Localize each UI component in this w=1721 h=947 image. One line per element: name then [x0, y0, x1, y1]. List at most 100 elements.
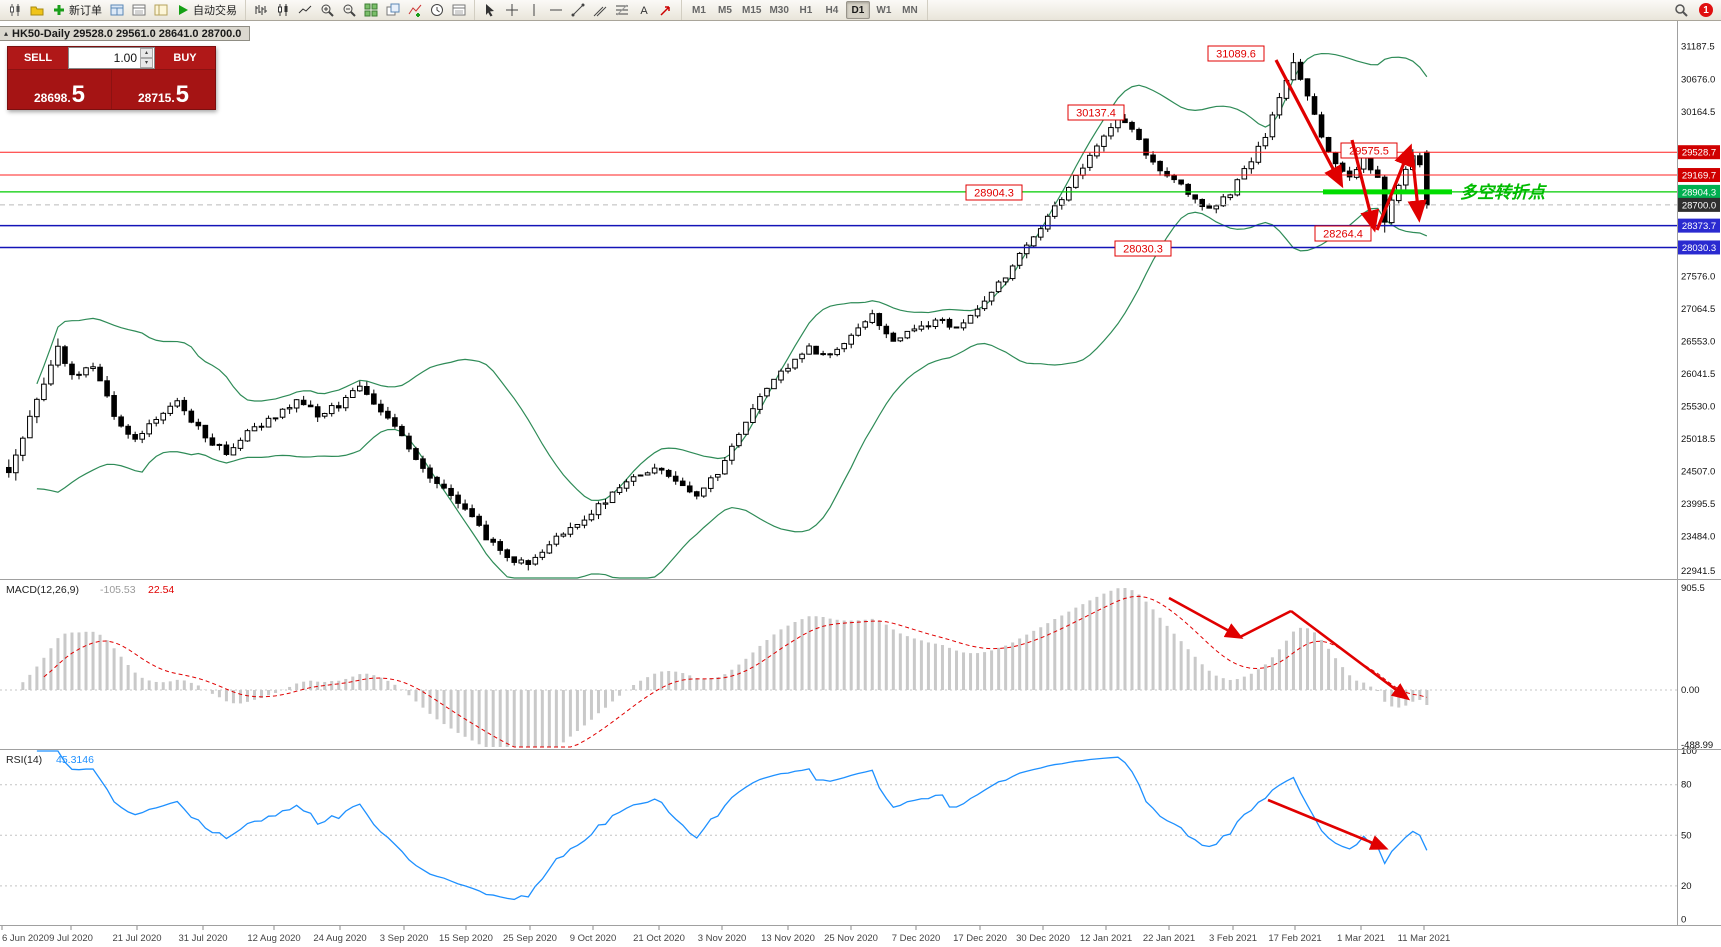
plus-green-icon [52, 3, 66, 17]
magnifier-icon [1674, 3, 1688, 17]
data-window-button[interactable] [129, 1, 149, 19]
templates-button[interactable] [449, 1, 469, 19]
candlestick-chart-button[interactable] [273, 1, 293, 19]
svg-text:100: 100 [1681, 746, 1697, 757]
indicators-icon [408, 3, 422, 17]
timeframe-d1[interactable]: D1 [845, 1, 870, 19]
indicator-grid-lines [0, 689, 1677, 887]
vline-icon [527, 3, 541, 17]
crosshair-icon [505, 3, 519, 17]
svg-text:22 Jan 2021: 22 Jan 2021 [1143, 933, 1195, 944]
svg-text:28904.3: 28904.3 [974, 188, 1014, 200]
fibonacci-button[interactable] [612, 1, 632, 19]
svg-text:15 Sep 2020: 15 Sep 2020 [439, 933, 493, 944]
turning-point-label: 多空转折点 [1460, 183, 1548, 202]
rsi-value: 45.3146 [56, 754, 94, 766]
file-group: 新订单 自动交易 [0, 0, 246, 20]
toolbar: 新订单 自动交易 A M1 M5 M15 M30 H1 H4 D1 W1 MN 1 [0, 0, 1721, 21]
line-icon [298, 3, 312, 17]
bars-icon [254, 3, 268, 17]
buy-price[interactable]: 28715. 5 [111, 70, 215, 109]
auto-scroll-button[interactable] [383, 1, 403, 19]
trendline-button[interactable] [568, 1, 588, 19]
vertical-line-button[interactable] [524, 1, 544, 19]
svg-text:-488.99: -488.99 [1681, 740, 1713, 751]
svg-text:28373.7: 28373.7 [1682, 221, 1716, 232]
chart-icon: ▴ [4, 29, 9, 38]
volume-input[interactable]: 1.00 ▴ ▾ [68, 47, 155, 69]
svg-text:29575.5: 29575.5 [1349, 146, 1389, 158]
timeframe-m15[interactable]: M15 [742, 4, 762, 16]
svg-text:905.5: 905.5 [1681, 583, 1705, 594]
svg-text:7 Dec 2020: 7 Dec 2020 [892, 933, 941, 944]
one-click-trading-widget[interactable]: SELL 1.00 ▴ ▾ BUY 28698. 5 28715. 5 [7, 46, 216, 110]
arrows-button[interactable] [656, 1, 676, 19]
svg-text:30137.4: 30137.4 [1076, 108, 1116, 120]
tile-windows-button[interactable] [361, 1, 381, 19]
svg-text:21 Jul 2020: 21 Jul 2020 [112, 933, 161, 944]
timeframe-mn[interactable]: MN [902, 4, 918, 16]
macd-pane: MACD(12,26,9) -105.53 22.54 [6, 584, 1429, 748]
text-icon: A [637, 3, 651, 17]
buy-button[interactable]: BUY [155, 47, 215, 69]
volume-decrease-button[interactable]: ▾ [140, 58, 153, 68]
sell-button[interactable]: SELL [8, 47, 68, 69]
svg-text:9 Jul 2020: 9 Jul 2020 [49, 933, 93, 944]
autotrading-button[interactable]: 自动交易 [173, 1, 240, 19]
text-button[interactable]: A [634, 1, 654, 19]
chart-icon [8, 3, 22, 17]
svg-text:27064.5: 27064.5 [1681, 304, 1715, 315]
zoom-in-button[interactable] [317, 1, 337, 19]
period-button[interactable] [427, 1, 447, 19]
svg-text:30 Dec 2020: 30 Dec 2020 [1016, 933, 1070, 944]
clock-icon [430, 3, 444, 17]
data-icon [452, 3, 466, 17]
hline-icon [549, 3, 563, 17]
svg-text:29528.7: 29528.7 [1682, 148, 1716, 159]
chart-title-bar: ▴ HK50-Daily 29528.0 29561.0 28641.0 287… [0, 26, 251, 41]
price-axis[interactable]: 29528.7 29169.7 28904.3 28700.0 28373.7 28030… [0, 21, 1721, 926]
svg-text:26041.5: 26041.5 [1681, 369, 1715, 380]
bar-chart-button[interactable] [251, 1, 271, 19]
time-axis[interactable]: 6 Jun 2020 9 Jul 2020 21 Jul 2020 31 Jul 20… [1, 926, 1450, 944]
svg-text:50: 50 [1681, 830, 1692, 841]
channel-button[interactable] [590, 1, 610, 19]
chart-ohlc-readout: HK50-Daily 29528.0 29561.0 28641.0 28700… [12, 27, 242, 40]
annotations[interactable]: 31089.6 30137.4 29575.5 28904.3 28264.4 28030… [965, 45, 1548, 850]
sell-price[interactable]: 28698. 5 [33, 81, 86, 108]
svg-text:27576.0: 27576.0 [1681, 271, 1715, 282]
timeframe-group: M1 M5 M15 M30 H1 H4 D1 W1 MN [682, 0, 928, 20]
timeframe-h1[interactable]: H1 [799, 4, 813, 16]
svg-text:0.00: 0.00 [1681, 685, 1700, 696]
zoom-out-icon [342, 3, 356, 17]
timeframe-m30[interactable]: M30 [769, 4, 789, 16]
notifications-badge[interactable]: 1 [1699, 3, 1713, 17]
crosshair-button[interactable] [502, 1, 522, 19]
new-order-button[interactable]: 新订单 [49, 1, 105, 19]
svg-text:23484.0: 23484.0 [1681, 531, 1715, 542]
profiles-button[interactable] [27, 1, 47, 19]
candlestick-series [6, 52, 1430, 571]
timeframe-w1[interactable]: W1 [876, 4, 892, 16]
volume-increase-button[interactable]: ▴ [140, 48, 153, 58]
new-chart-button[interactable] [5, 1, 25, 19]
timeframe-m5[interactable]: M5 [718, 4, 732, 16]
macd-label: MACD(12,26,9) [6, 584, 79, 596]
horizontal-line-button[interactable] [546, 1, 566, 19]
svg-text:17 Feb 2021: 17 Feb 2021 [1268, 933, 1321, 944]
timeframe-m1[interactable]: M1 [692, 4, 706, 16]
svg-text:A: A [640, 5, 648, 17]
market-watch-button[interactable] [107, 1, 127, 19]
indicators-button[interactable] [405, 1, 425, 19]
line-chart-button[interactable] [295, 1, 315, 19]
svg-text:3 Nov 2020: 3 Nov 2020 [698, 933, 747, 944]
chart-group [246, 0, 475, 20]
macd-signal-value: 22.54 [148, 584, 174, 596]
timeframe-h4[interactable]: H4 [825, 4, 839, 16]
navigator-button[interactable] [151, 1, 171, 19]
cursor-button[interactable] [480, 1, 500, 19]
tile-icon [364, 3, 378, 17]
zoom-out-button[interactable] [339, 1, 359, 19]
search-button[interactable] [1671, 1, 1691, 19]
